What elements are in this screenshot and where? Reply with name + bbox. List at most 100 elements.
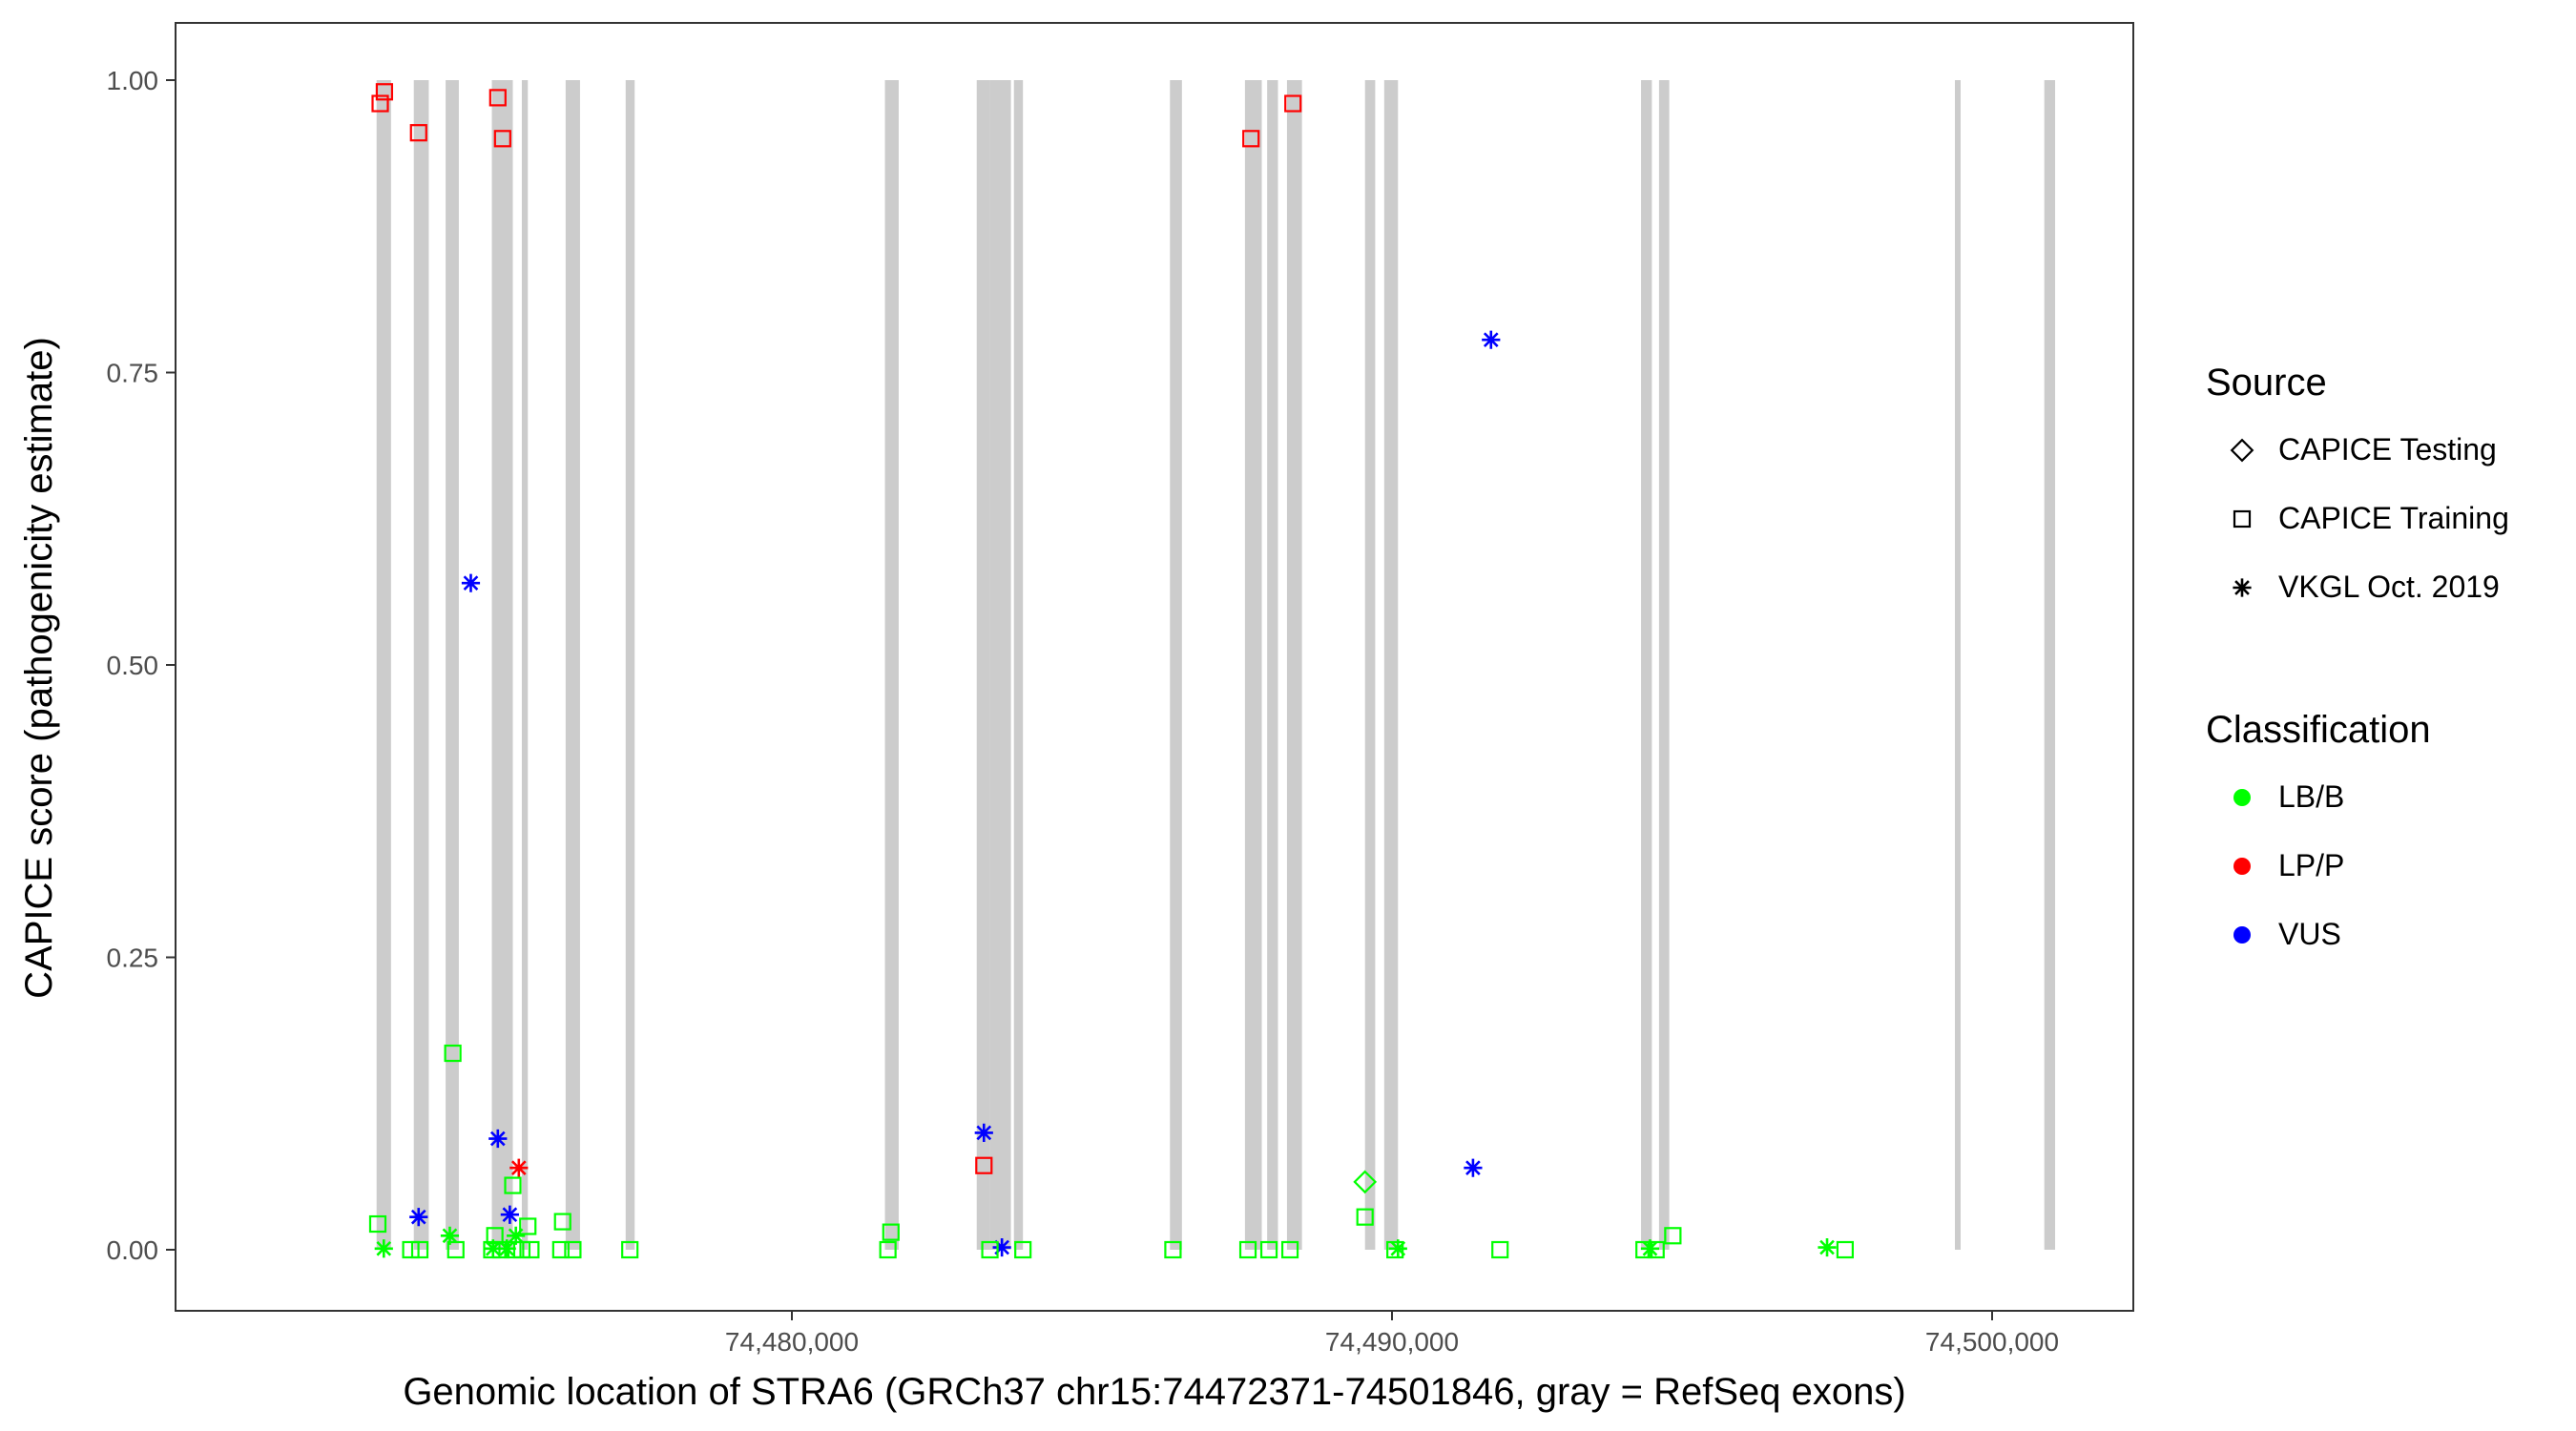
data-point [410, 1240, 429, 1259]
data-point [553, 1213, 571, 1231]
legend-class-label-lbb: LB/B [2278, 779, 2344, 814]
data-point [504, 1176, 522, 1194]
data-point [374, 1239, 393, 1258]
y-axis-title: CAPICE score (pathogenicity estimate) [18, 337, 60, 999]
data-point [1836, 1240, 1854, 1259]
exon-bands [376, 80, 2056, 1250]
data-point [483, 1240, 501, 1259]
data-point [1647, 1240, 1665, 1259]
exon-band [413, 80, 429, 1250]
data-point [375, 83, 394, 101]
y-tick-label: 1.00 [107, 66, 159, 95]
data-point [1238, 1240, 1257, 1259]
data-point [1356, 1208, 1374, 1226]
data-point [486, 1227, 504, 1245]
exon-band [2044, 80, 2056, 1250]
exon-band [1641, 80, 1652, 1250]
data-point [402, 1240, 420, 1259]
data-point [1664, 1227, 1682, 1245]
data-point [1640, 1239, 1660, 1258]
exon-band [565, 80, 580, 1250]
data-point [1388, 1239, 1407, 1258]
data-point [981, 1240, 999, 1259]
y-tick-label: 0.50 [107, 651, 159, 680]
data-points [368, 83, 1854, 1259]
x-tick-label: 74,480,000 [725, 1327, 859, 1357]
data-point [491, 1240, 510, 1259]
legend-title-classification: Classification [2206, 709, 2431, 751]
exon-band [1658, 80, 1670, 1250]
data-point [409, 124, 427, 142]
legend-key-square [2233, 509, 2252, 529]
data-point [1491, 1240, 1509, 1259]
data-point [512, 1240, 531, 1259]
exon-band [989, 80, 1011, 1250]
legend-key-color [2233, 789, 2251, 806]
data-point [1818, 1237, 1837, 1257]
legend-source-label-testing: CAPICE Testing [2278, 432, 2497, 467]
data-point [1386, 1240, 1404, 1259]
exon-band [521, 80, 529, 1250]
data-point [1284, 94, 1302, 113]
data-point [551, 1240, 570, 1259]
exon-band [976, 80, 990, 1250]
y-tick-label: 0.00 [107, 1235, 159, 1265]
data-point [488, 1129, 508, 1149]
y-tick-label: 0.25 [107, 944, 159, 973]
legend-source-label-vkgl: VKGL Oct. 2019 [2278, 570, 2500, 604]
legend-source-keys [2230, 438, 2254, 597]
legend-class-label-vus: VUS [2278, 917, 2341, 951]
data-point [1464, 1158, 1483, 1177]
exon-band [1267, 80, 1278, 1250]
y-tick-label: 0.75 [107, 359, 159, 388]
data-point [444, 1044, 462, 1063]
data-point [522, 1240, 540, 1259]
x-tick-label: 74,490,000 [1325, 1327, 1459, 1357]
exon-band [1364, 80, 1376, 1250]
data-point [564, 1240, 582, 1259]
exon-band [1013, 80, 1024, 1250]
legend: Source CAPICE Testing CAPICE Training VK… [2206, 362, 2509, 951]
data-point [507, 1226, 526, 1245]
data-point [1280, 1240, 1299, 1259]
data-point [1635, 1240, 1653, 1259]
data-point [975, 1156, 993, 1174]
exon-band [491, 80, 513, 1250]
data-point [409, 1208, 428, 1227]
data-point [371, 94, 389, 113]
data-point [992, 1237, 1011, 1257]
data-point [974, 1123, 993, 1142]
data-point [504, 1240, 522, 1259]
exon-band [1244, 80, 1262, 1250]
exon-band [625, 80, 635, 1250]
data-point [1353, 1170, 1378, 1194]
exon-band [884, 80, 899, 1250]
data-point [621, 1240, 639, 1259]
x-axis-title: Genomic location of STRA6 (GRCh37 chr15:… [403, 1371, 1905, 1413]
data-point [1164, 1240, 1182, 1259]
data-point [440, 1226, 460, 1245]
exon-band [1170, 80, 1182, 1250]
legend-source-label-training: CAPICE Training [2278, 501, 2509, 535]
data-point [519, 1217, 537, 1235]
exon-band [1286, 80, 1302, 1250]
data-point [509, 1158, 529, 1177]
data-point [882, 1223, 900, 1241]
x-axis: 74,480,000 74,490,000 74,500,000 [725, 1311, 2059, 1357]
exon-band [446, 80, 459, 1250]
plot-panel-border [175, 22, 2134, 1312]
data-point [488, 89, 507, 107]
x-tick-label: 74,500,000 [1925, 1327, 2059, 1357]
legend-key-diamond [2230, 438, 2254, 463]
y-axis: 0.00 0.25 0.50 0.75 1.00 [107, 66, 176, 1265]
legend-key-star [2233, 578, 2252, 597]
data-point [493, 130, 511, 148]
data-point [461, 573, 481, 592]
data-point [447, 1240, 465, 1259]
legend-classification-keys [2233, 789, 2251, 944]
data-point [500, 1205, 519, 1224]
data-point [1014, 1240, 1032, 1259]
data-point [879, 1240, 897, 1259]
legend-title-source: Source [2206, 362, 2327, 404]
